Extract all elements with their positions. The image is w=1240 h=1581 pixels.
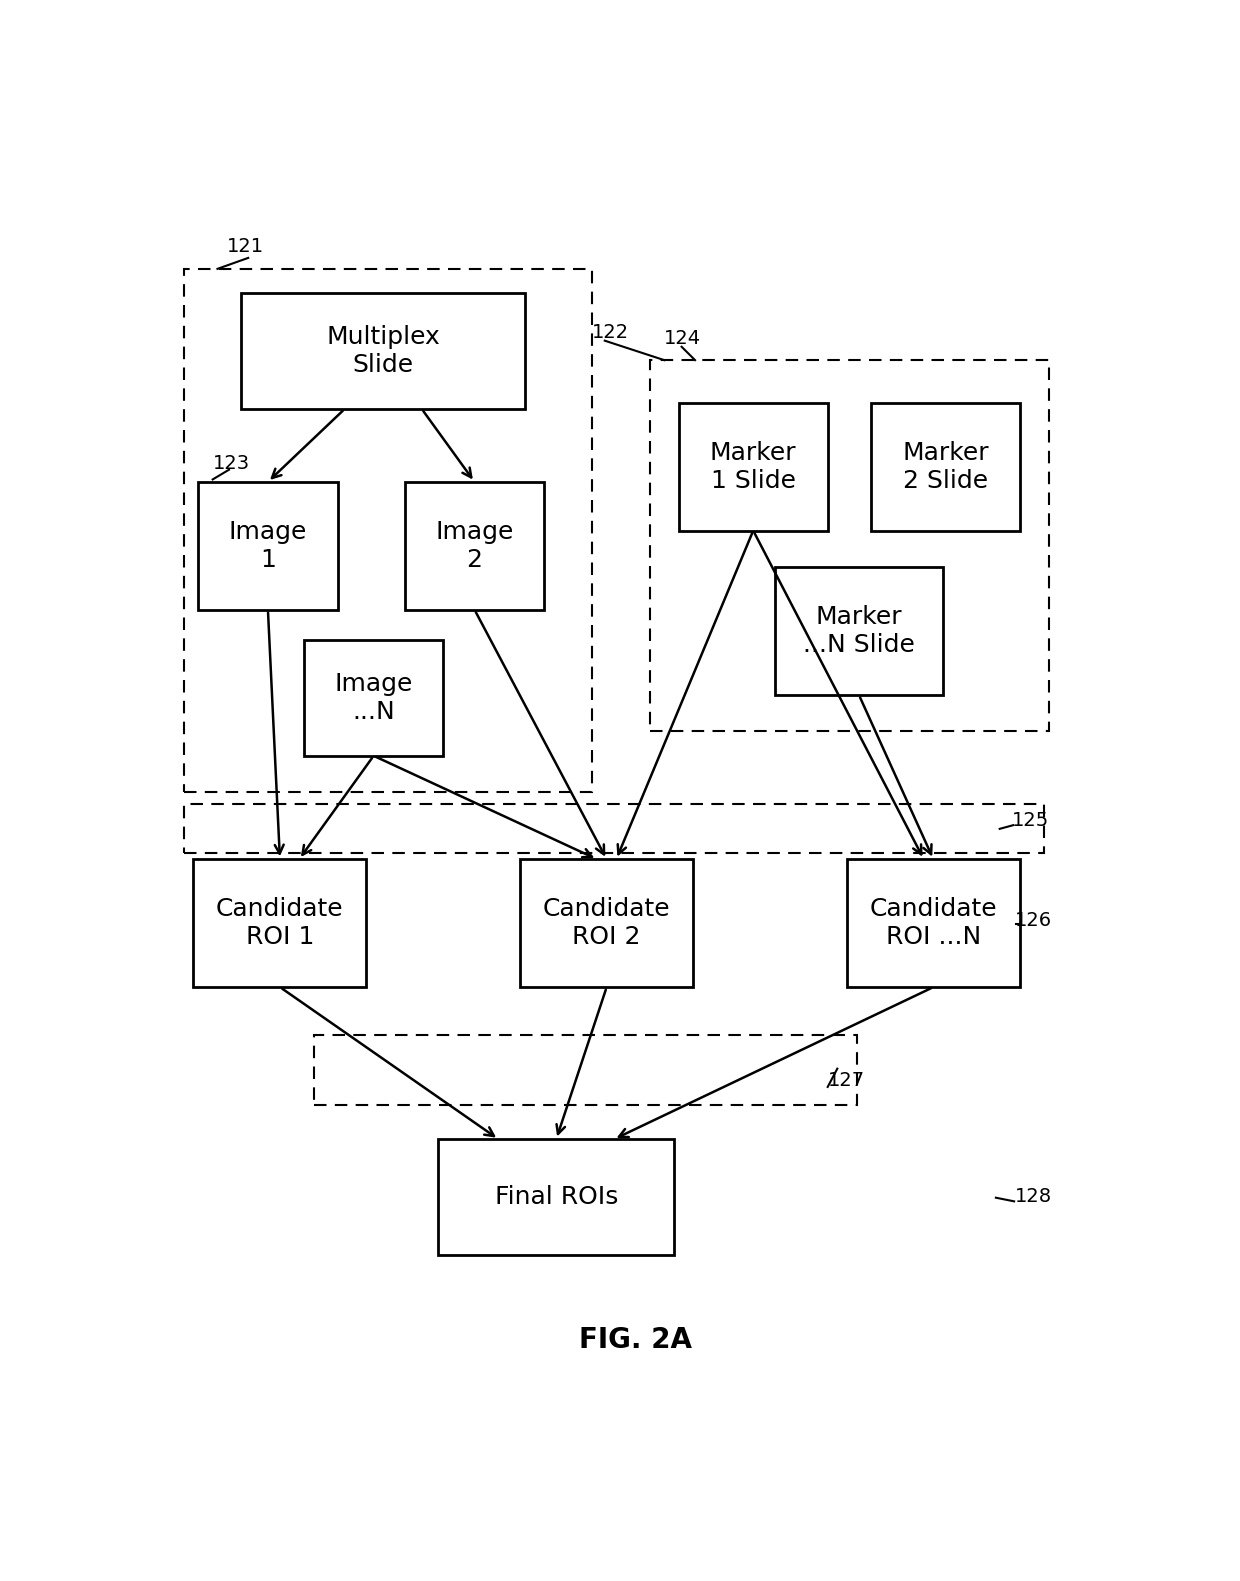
- Text: 122: 122: [593, 323, 630, 341]
- Text: 124: 124: [665, 329, 702, 348]
- Bar: [242, 292, 525, 409]
- Text: Candidate
ROI 1: Candidate ROI 1: [216, 898, 343, 949]
- Bar: [439, 1140, 675, 1255]
- Bar: [314, 1034, 857, 1105]
- Text: 125: 125: [1012, 811, 1049, 830]
- Bar: [521, 860, 693, 987]
- Text: Image
1: Image 1: [228, 520, 308, 572]
- Text: 123: 123: [213, 454, 249, 473]
- Bar: [198, 482, 337, 610]
- Text: Marker
...N Slide: Marker ...N Slide: [804, 606, 915, 658]
- Text: Marker
2 Slide: Marker 2 Slide: [903, 441, 988, 493]
- Bar: [193, 860, 367, 987]
- Text: 121: 121: [227, 237, 264, 256]
- Text: Multiplex
Slide: Multiplex Slide: [326, 326, 440, 376]
- Text: Candidate
ROI ...N: Candidate ROI ...N: [869, 898, 997, 949]
- Text: Candidate
ROI 2: Candidate ROI 2: [543, 898, 671, 949]
- Text: 127: 127: [828, 1072, 864, 1091]
- Text: 126: 126: [1016, 911, 1053, 930]
- Bar: [304, 640, 444, 756]
- Text: Image
...N: Image ...N: [335, 672, 413, 724]
- Bar: [184, 269, 593, 792]
- Text: Marker
1 Slide: Marker 1 Slide: [711, 441, 796, 493]
- Text: FIG. 2A: FIG. 2A: [579, 1326, 692, 1355]
- Bar: [870, 403, 1021, 531]
- Bar: [847, 860, 1019, 987]
- Text: 128: 128: [1016, 1187, 1053, 1206]
- Bar: [650, 360, 1049, 732]
- Bar: [775, 568, 944, 696]
- Bar: [678, 403, 828, 531]
- Bar: [404, 482, 544, 610]
- Bar: [184, 805, 1044, 854]
- Text: Image
2: Image 2: [435, 520, 513, 572]
- Text: Final ROIs: Final ROIs: [495, 1186, 618, 1209]
